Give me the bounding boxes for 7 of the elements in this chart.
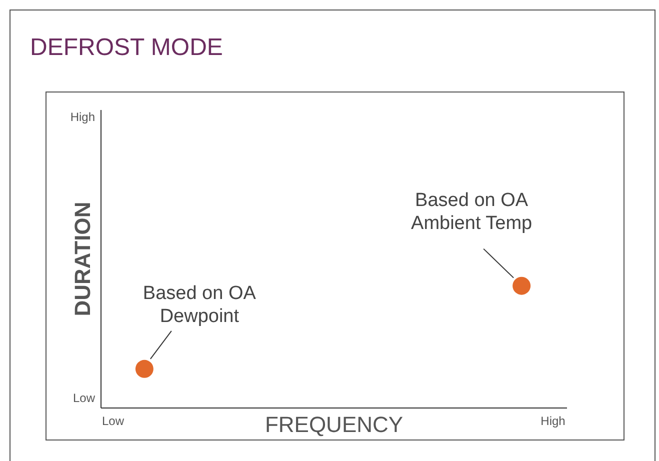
text: Based on OA Ambient Temp bbox=[411, 190, 532, 234]
chart-title: DEFROST MODE bbox=[30, 34, 223, 61]
text: Low bbox=[72, 391, 96, 405]
x-axis-title: FREQUENCY bbox=[264, 412, 404, 437]
annotation: Based on OA Dewpoint bbox=[142, 282, 256, 327]
text: High bbox=[70, 110, 95, 124]
y-axis-title: DURATION bbox=[70, 202, 95, 316]
